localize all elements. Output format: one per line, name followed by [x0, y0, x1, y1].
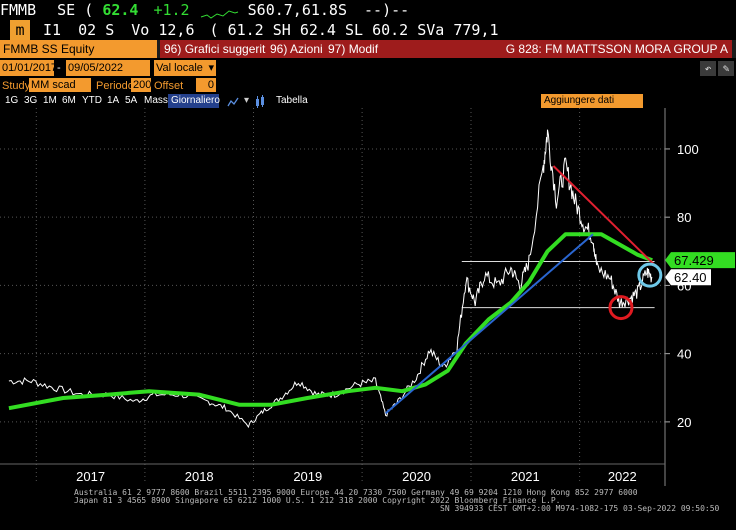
y-tick-label: 20 — [677, 415, 691, 430]
x-tick-label: 2018 — [185, 469, 214, 484]
period-6m[interactable]: 6M — [62, 95, 76, 106]
security-field[interactable]: FMMB SS Equity — [0, 40, 157, 58]
x-tick-label: 2022 — [608, 469, 637, 484]
undo-icon[interactable]: ↶ — [700, 61, 716, 76]
currency-select[interactable]: Val locale ▾ — [154, 60, 216, 76]
price-chart[interactable]: 67.429 62.40 20 40 60 80 100 2017 2018 2019 2020 2… — [0, 108, 736, 488]
low-marker-circle — [608, 295, 634, 321]
candle-chart-icon[interactable] — [253, 94, 267, 108]
x-tick-label: 2017 — [76, 469, 105, 484]
footer-line-1: Australia 61 2 9777 8600 Brazil 5511 239… — [74, 488, 638, 497]
offset-input[interactable]: 0 — [196, 78, 216, 92]
modify-menu[interactable]: 97) Modif ▾ — [324, 40, 396, 58]
chevron-down-icon: ▾ — [208, 62, 214, 74]
row2-prefix: I1 — [43, 21, 62, 39]
y-tick-label: 60 — [677, 278, 691, 293]
downtrend-line — [552, 165, 656, 266]
grid — [0, 108, 665, 484]
menu-number: 96) — [164, 42, 182, 56]
menu-number: 97) — [328, 42, 346, 56]
axes: 20 40 60 80 100 2017 2018 2019 2020 2021 2022 — [0, 108, 699, 486]
date-range-row: 01/01/2017 - 09/05/2022 Val locale ▾ ↶ ✎ — [0, 60, 736, 77]
menu-label: Modif — [348, 42, 379, 56]
current-marker-circle — [637, 262, 663, 288]
quote-line-2: m I1 02 S Vo 12,6 ( 61.2 SH 62.4 SL 60.2… — [0, 20, 736, 40]
trendlines — [384, 165, 656, 415]
last-prefix: ( — [84, 1, 94, 19]
y-tick-label: 40 — [677, 347, 691, 362]
last-price: 62.4 — [102, 1, 139, 19]
reference-lines — [461, 261, 655, 309]
exchange: SE — [57, 1, 76, 19]
quote-volume: Vo 12,6 — [131, 21, 195, 39]
uptrend-line — [384, 233, 594, 415]
x-tick-label: 2021 — [511, 469, 540, 484]
y-tick-label: 80 — [677, 210, 691, 225]
start-date-input[interactable]: 01/01/2017 — [0, 60, 58, 76]
currency-value: Val locale — [156, 62, 203, 74]
price-line — [8, 129, 653, 429]
date-separator: - — [57, 62, 61, 74]
x-tick-label: 2020 — [402, 469, 431, 484]
study-label: Study — [2, 80, 31, 92]
study-row: Study MM scad Periodo 200 Offset 0 — [0, 78, 736, 93]
last-price-badge — [665, 269, 711, 286]
period-1a[interactable]: 1A — [107, 95, 120, 106]
mcdonalds-icon: m — [10, 20, 30, 40]
period-label: Periodo — [96, 80, 134, 92]
footer-line-2: Japan 81 3 4565 8900 Singapore 65 6212 1… — [74, 496, 561, 505]
menu-label: Grafici suggeriti — [184, 42, 269, 56]
trend-indicator: --)-- — [364, 1, 410, 19]
quote-line-1: FMMB SE ( 62.4 +1.2 S60.7,61.8S --)-- — [0, 0, 736, 20]
chart-toolbar: FMMB SS Equity 96) Grafici suggeriti ▾ 9… — [0, 40, 736, 58]
chevron-down-icon[interactable]: ▾ — [244, 95, 250, 106]
offset-label: Offset — [154, 80, 184, 92]
quote-open-hi-lo: ( 61.2 SH 62.4 SL 60.2 SVa 779,1 — [209, 21, 499, 39]
ma-value-label: 67.429 — [674, 253, 714, 268]
table-view-button[interactable]: Tabella — [276, 95, 308, 106]
quote-time: 02 S — [78, 21, 115, 39]
series — [8, 129, 653, 429]
ticker: FMMB — [0, 1, 37, 19]
settings-icon[interactable]: ✎ — [718, 61, 734, 76]
period-1g[interactable]: 1G — [5, 95, 19, 106]
menu-number: 96) — [270, 42, 288, 56]
frequency-select[interactable]: Giornaliero — [168, 94, 220, 108]
period-3g[interactable]: 3G — [24, 95, 38, 106]
chart-title: G 828: FM MATTSSON MORA GROUP A — [499, 40, 732, 58]
period-ytd[interactable]: YTD — [82, 95, 102, 106]
end-date-input[interactable]: 09/05/2022 — [66, 60, 150, 76]
annotations: 67.429 62.40 — [608, 252, 735, 321]
footer-line-3: SN 394933 CEST GMT+2:00 M974-1082-175 03… — [440, 504, 720, 513]
line-chart-icon[interactable] — [226, 94, 240, 108]
y-tick-label: 100 — [677, 142, 699, 157]
add-data-input[interactable]: Aggiungere dati — [541, 94, 643, 108]
actions-menu[interactable]: 96) Azioni ▾ — [266, 40, 341, 58]
x-tick-label: 2019 — [293, 469, 322, 484]
period-row: 1G 3G 1M 6M YTD 1A 5A Mass Giornaliero ▾… — [0, 93, 736, 109]
price-change: +1.2 — [153, 1, 190, 19]
last-price-label: 62.40 — [674, 270, 707, 285]
study-select[interactable]: MM scad — [29, 78, 91, 92]
period-max[interactable]: Mass — [144, 95, 168, 106]
sparkline-icon — [199, 5, 239, 19]
period-1m[interactable]: 1M — [43, 95, 57, 106]
period-5a[interactable]: 5A — [125, 95, 138, 106]
day-range: S60.7,61.8S — [247, 1, 347, 19]
period-input[interactable]: 200 — [131, 78, 152, 92]
moving-average-line — [8, 232, 653, 411]
menu-label: Azioni — [290, 42, 323, 56]
ma-value-badge — [665, 252, 735, 269]
